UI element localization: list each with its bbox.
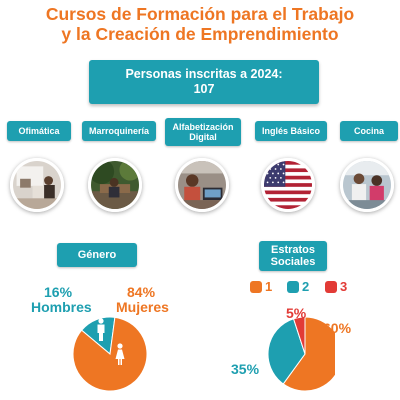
- strata-pie-slice-1: [282, 316, 335, 392]
- page-title: Cursos de Formación para el Trabajo y la…: [0, 4, 400, 44]
- gender-chart-title: Género: [57, 243, 137, 267]
- usa-flag-photo: [261, 158, 315, 212]
- strata-legend-label-2: 2: [302, 279, 310, 294]
- course-label-alfabetizacion: Alfabetización Digital: [165, 118, 241, 146]
- strata-legend-swatch-3: [325, 280, 337, 293]
- gender-men-percent: 16%: [44, 284, 73, 300]
- strata-legend-1: 1: [250, 279, 272, 294]
- course-label-ingles: Inglés Básico: [255, 121, 327, 141]
- strata-legend-3: 3: [325, 279, 347, 294]
- man-icon: [97, 318, 105, 341]
- woman-icon: [115, 343, 125, 365]
- strata-legend-2: 2: [287, 279, 309, 294]
- gender-pie-slice-2: [72, 316, 148, 392]
- gender-men-label: Hombres: [31, 299, 92, 315]
- gender-women-percent: 84%: [127, 284, 156, 300]
- enrollment-label: Personas inscritas a 2024:: [125, 67, 283, 81]
- enrollment-value: 107: [193, 82, 215, 96]
- title-line-1: Cursos de Formación para el Trabajo: [45, 4, 355, 24]
- gender-pie-chart: [72, 316, 148, 392]
- enrollment-banner: Personas inscritas a 2024: 107: [89, 60, 319, 104]
- strata-legend-swatch-1: [250, 280, 262, 293]
- strata-label-2: 35%: [231, 361, 260, 377]
- strata-legend-swatch-2: [287, 280, 299, 293]
- course-label-marroquineria: Marroquinería: [82, 121, 156, 141]
- strata-label-1: 60%: [323, 320, 352, 336]
- leatherwork-photo: [88, 158, 142, 212]
- course-label-cocina: Cocina: [340, 121, 398, 141]
- strata-pie-slice-3: [292, 316, 306, 355]
- course-label-ofimatica: Ofimática: [7, 121, 71, 141]
- strata-pie-slice-2: [267, 318, 306, 385]
- cooking-photo: [340, 158, 394, 212]
- digital-literacy-photo: [175, 158, 229, 212]
- gender-women-label: Mujeres: [116, 299, 169, 315]
- strata-legend-label-3: 3: [340, 279, 348, 294]
- office-computer-photo: [10, 158, 64, 212]
- strata-label-3: 5%: [286, 305, 307, 321]
- strata-legend-label-1: 1: [265, 279, 273, 294]
- title-line-2: y la Creación de Emprendimiento: [61, 24, 339, 44]
- strata-chart-title: Estratos Sociales: [259, 241, 327, 271]
- strata-pie-chart: [267, 316, 335, 392]
